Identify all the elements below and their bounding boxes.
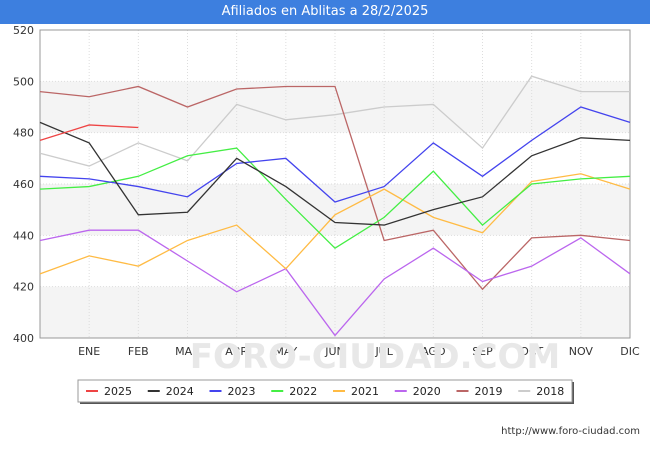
- legend-box: [77, 379, 573, 403]
- y-tick-label: 440: [13, 229, 34, 242]
- x-tick-label: JUN: [324, 345, 345, 358]
- series-line-2020: [39, 229, 631, 337]
- y-tick-label: 420: [13, 281, 34, 294]
- legend-label-2020: 2020: [413, 385, 441, 398]
- legend-label-2021: 2021: [351, 385, 379, 398]
- y-tick-label: 400: [13, 332, 34, 345]
- x-tick-label: MAY: [274, 345, 297, 358]
- x-tick-label: ENE: [78, 345, 100, 358]
- x-tick-label: ABR: [225, 345, 248, 358]
- plot-band: [40, 184, 630, 236]
- series-line-2023: [39, 106, 631, 203]
- x-tick-label: JUL: [374, 345, 393, 358]
- x-tick-label: MAR: [175, 345, 200, 358]
- chart-title: Afiliados en Ablitas a 28/2/2025: [221, 4, 429, 19]
- y-tick-label: 480: [13, 127, 34, 140]
- plot-frame: [39, 29, 631, 339]
- series-line-2018: [39, 75, 630, 167]
- x-tick-label: AGO: [421, 345, 446, 358]
- y-tick-label: 520: [13, 24, 34, 37]
- legend-label-2023: 2023: [228, 385, 256, 398]
- title-bar: [0, 0, 650, 24]
- legend-label-2025: 2025: [104, 385, 132, 398]
- source-url[interactable]: http://www.foro-ciudad.com: [501, 426, 640, 437]
- legend-label-2024: 2024: [166, 385, 194, 398]
- series-line-2025: [39, 124, 139, 141]
- legend-label-2022: 2022: [289, 385, 317, 398]
- y-tick-label: 460: [13, 178, 34, 191]
- plot-band: [40, 81, 630, 133]
- legend-label-2018: 2018: [536, 385, 564, 398]
- x-tick-label: OCT: [520, 345, 543, 358]
- x-tick-label: NOV: [569, 345, 594, 358]
- watermark: FORO-CIUDAD.COM: [190, 337, 561, 377]
- series-line-2022: [39, 147, 631, 249]
- x-tick-label: DIC: [620, 345, 640, 358]
- series-line-2021: [39, 173, 631, 275]
- series-line-2019: [39, 85, 631, 291]
- legend-label-2019: 2019: [475, 385, 503, 398]
- y-tick-label: 500: [13, 75, 34, 88]
- x-tick-label: SEP: [472, 345, 493, 358]
- x-tick-label: FEB: [128, 345, 149, 358]
- series-line-2024: [39, 121, 631, 226]
